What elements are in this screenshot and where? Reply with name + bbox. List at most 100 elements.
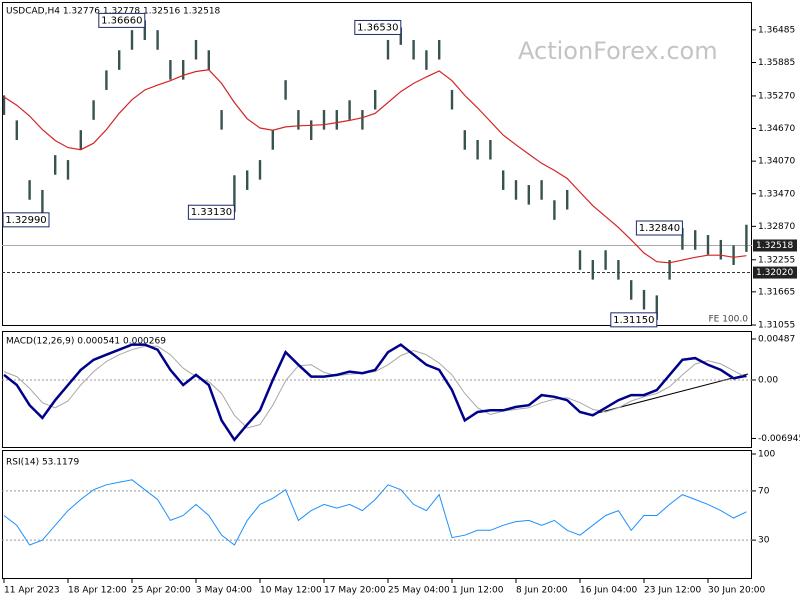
- annotation-box: [610, 312, 658, 328]
- panel-title: MACD(12,26,9) 0.000541 0.000269: [6, 337, 166, 347]
- price-bar: [732, 245, 735, 265]
- y-tick-label: 0.00: [758, 375, 778, 385]
- price-bar: [118, 50, 121, 70]
- y-tick-label: 100: [758, 450, 775, 460]
- price-bar: [246, 170, 249, 190]
- annotation: 1.31150: [613, 315, 654, 326]
- x-tick-label: 1 Jun 12:00: [452, 586, 504, 596]
- price-bar: [258, 160, 262, 180]
- y-tick-label: 1.35270: [758, 91, 795, 101]
- price-bar: [66, 160, 70, 180]
- price-bar: [374, 89, 377, 110]
- price-bar: [322, 110, 326, 130]
- y-tick-label: 30: [758, 536, 770, 546]
- price-bar: [566, 189, 569, 210]
- panel-title: RSI(14) 53.1179: [6, 458, 79, 468]
- price-bar: [489, 139, 492, 160]
- price-bar: [79, 130, 82, 150]
- x-tick-label: 11 Apr 2023: [4, 586, 60, 596]
- price-bar: [399, 27, 402, 45]
- price-bar: [553, 200, 556, 220]
- annotation: 1.36530: [357, 22, 398, 33]
- price-label: 1.32518: [756, 241, 793, 251]
- x-tick-label: 10 May 12:00: [260, 586, 322, 596]
- price-bar: [92, 100, 95, 120]
- price-bar: [361, 110, 364, 130]
- price-bar: [220, 110, 223, 130]
- annotation-box: [2, 212, 50, 228]
- price-bar: [310, 120, 313, 140]
- price-bar: [591, 260, 594, 280]
- x-tick-label: 3 May 04:00: [196, 586, 252, 596]
- y-tick-label: 1.33470: [758, 189, 795, 199]
- annotation: 1.33130: [191, 207, 232, 218]
- price-bar: [28, 180, 31, 200]
- price-bar: [681, 227, 684, 250]
- price-label-box: [753, 239, 797, 252]
- price-bar: [527, 185, 530, 205]
- price-bar: [514, 180, 518, 200]
- price-bar: [271, 130, 274, 150]
- x-tick-label: 23 Jun 12:00: [644, 586, 701, 596]
- y-tick-label: 1.34070: [758, 157, 795, 167]
- annotation: 1.32840: [639, 223, 680, 234]
- price-bar: [284, 80, 287, 100]
- y-tick-label: 1.31055: [758, 321, 795, 331]
- watermark: ActionForex.com: [518, 37, 718, 65]
- x-tick-label: 25 Apr 20:00: [132, 586, 191, 596]
- annotation-box: [635, 220, 683, 236]
- price-bar: [41, 189, 44, 220]
- y-tick-label: 1.32255: [758, 255, 795, 265]
- price-bar: [105, 70, 108, 90]
- price-bar: [15, 120, 18, 140]
- price-bar: [143, 20, 146, 40]
- price-bar: [194, 39, 198, 60]
- price-bar: [668, 260, 671, 280]
- y-tick-label: 1.34670: [758, 124, 795, 134]
- x-tick-label: 17 May 20:00: [324, 586, 386, 596]
- fe-label: FE 100.0: [709, 315, 749, 325]
- price-bar: [630, 280, 633, 300]
- price-bar: [655, 295, 658, 320]
- price-bar: [502, 170, 505, 190]
- price-bar: [386, 39, 390, 60]
- y-tick-label: 1.31665: [758, 287, 795, 297]
- annotation: 1.36660: [101, 15, 142, 26]
- annotation-box: [187, 204, 235, 220]
- price-bar: [642, 289, 646, 310]
- price-bar: [476, 139, 479, 160]
- annotation: 1.32990: [5, 215, 46, 226]
- rsi-panel: [2, 450, 752, 579]
- macd-panel: [2, 331, 752, 448]
- price-bar: [694, 230, 697, 250]
- price-bar: [745, 224, 748, 252]
- x-tick-label: 16 Jun 04:00: [580, 586, 637, 596]
- price-bar: [156, 30, 159, 50]
- y-tick-label: 1.35885: [758, 58, 795, 68]
- moving-average: [3, 69, 747, 264]
- price-bar: [412, 39, 415, 60]
- price-bar: [130, 30, 134, 50]
- price-bar: [617, 260, 620, 280]
- price-panel: [2, 2, 752, 326]
- price-bar: [233, 175, 236, 213]
- price-bar: [335, 110, 338, 130]
- y-tick-label: 1.32870: [758, 222, 795, 232]
- price-bar: [297, 110, 300, 130]
- y-tick-label: 70: [758, 486, 770, 496]
- x-tick-label: 18 Apr 12:00: [68, 586, 127, 596]
- price-bar: [348, 100, 351, 120]
- y-tick-label: -0.006945: [758, 434, 800, 444]
- signal-line: [3, 345, 747, 429]
- price-bar: [169, 60, 172, 80]
- price-bar: [450, 89, 454, 110]
- rsi-line: [3, 479, 747, 546]
- price-bar: [706, 235, 710, 255]
- price-label-box: [753, 266, 797, 279]
- x-tick-label: 30 Jun 20:00: [708, 586, 765, 596]
- price-bar: [54, 155, 57, 175]
- annotation-box: [354, 19, 402, 35]
- x-tick-label: 25 May 04:00: [388, 586, 450, 596]
- price-bar: [578, 250, 582, 270]
